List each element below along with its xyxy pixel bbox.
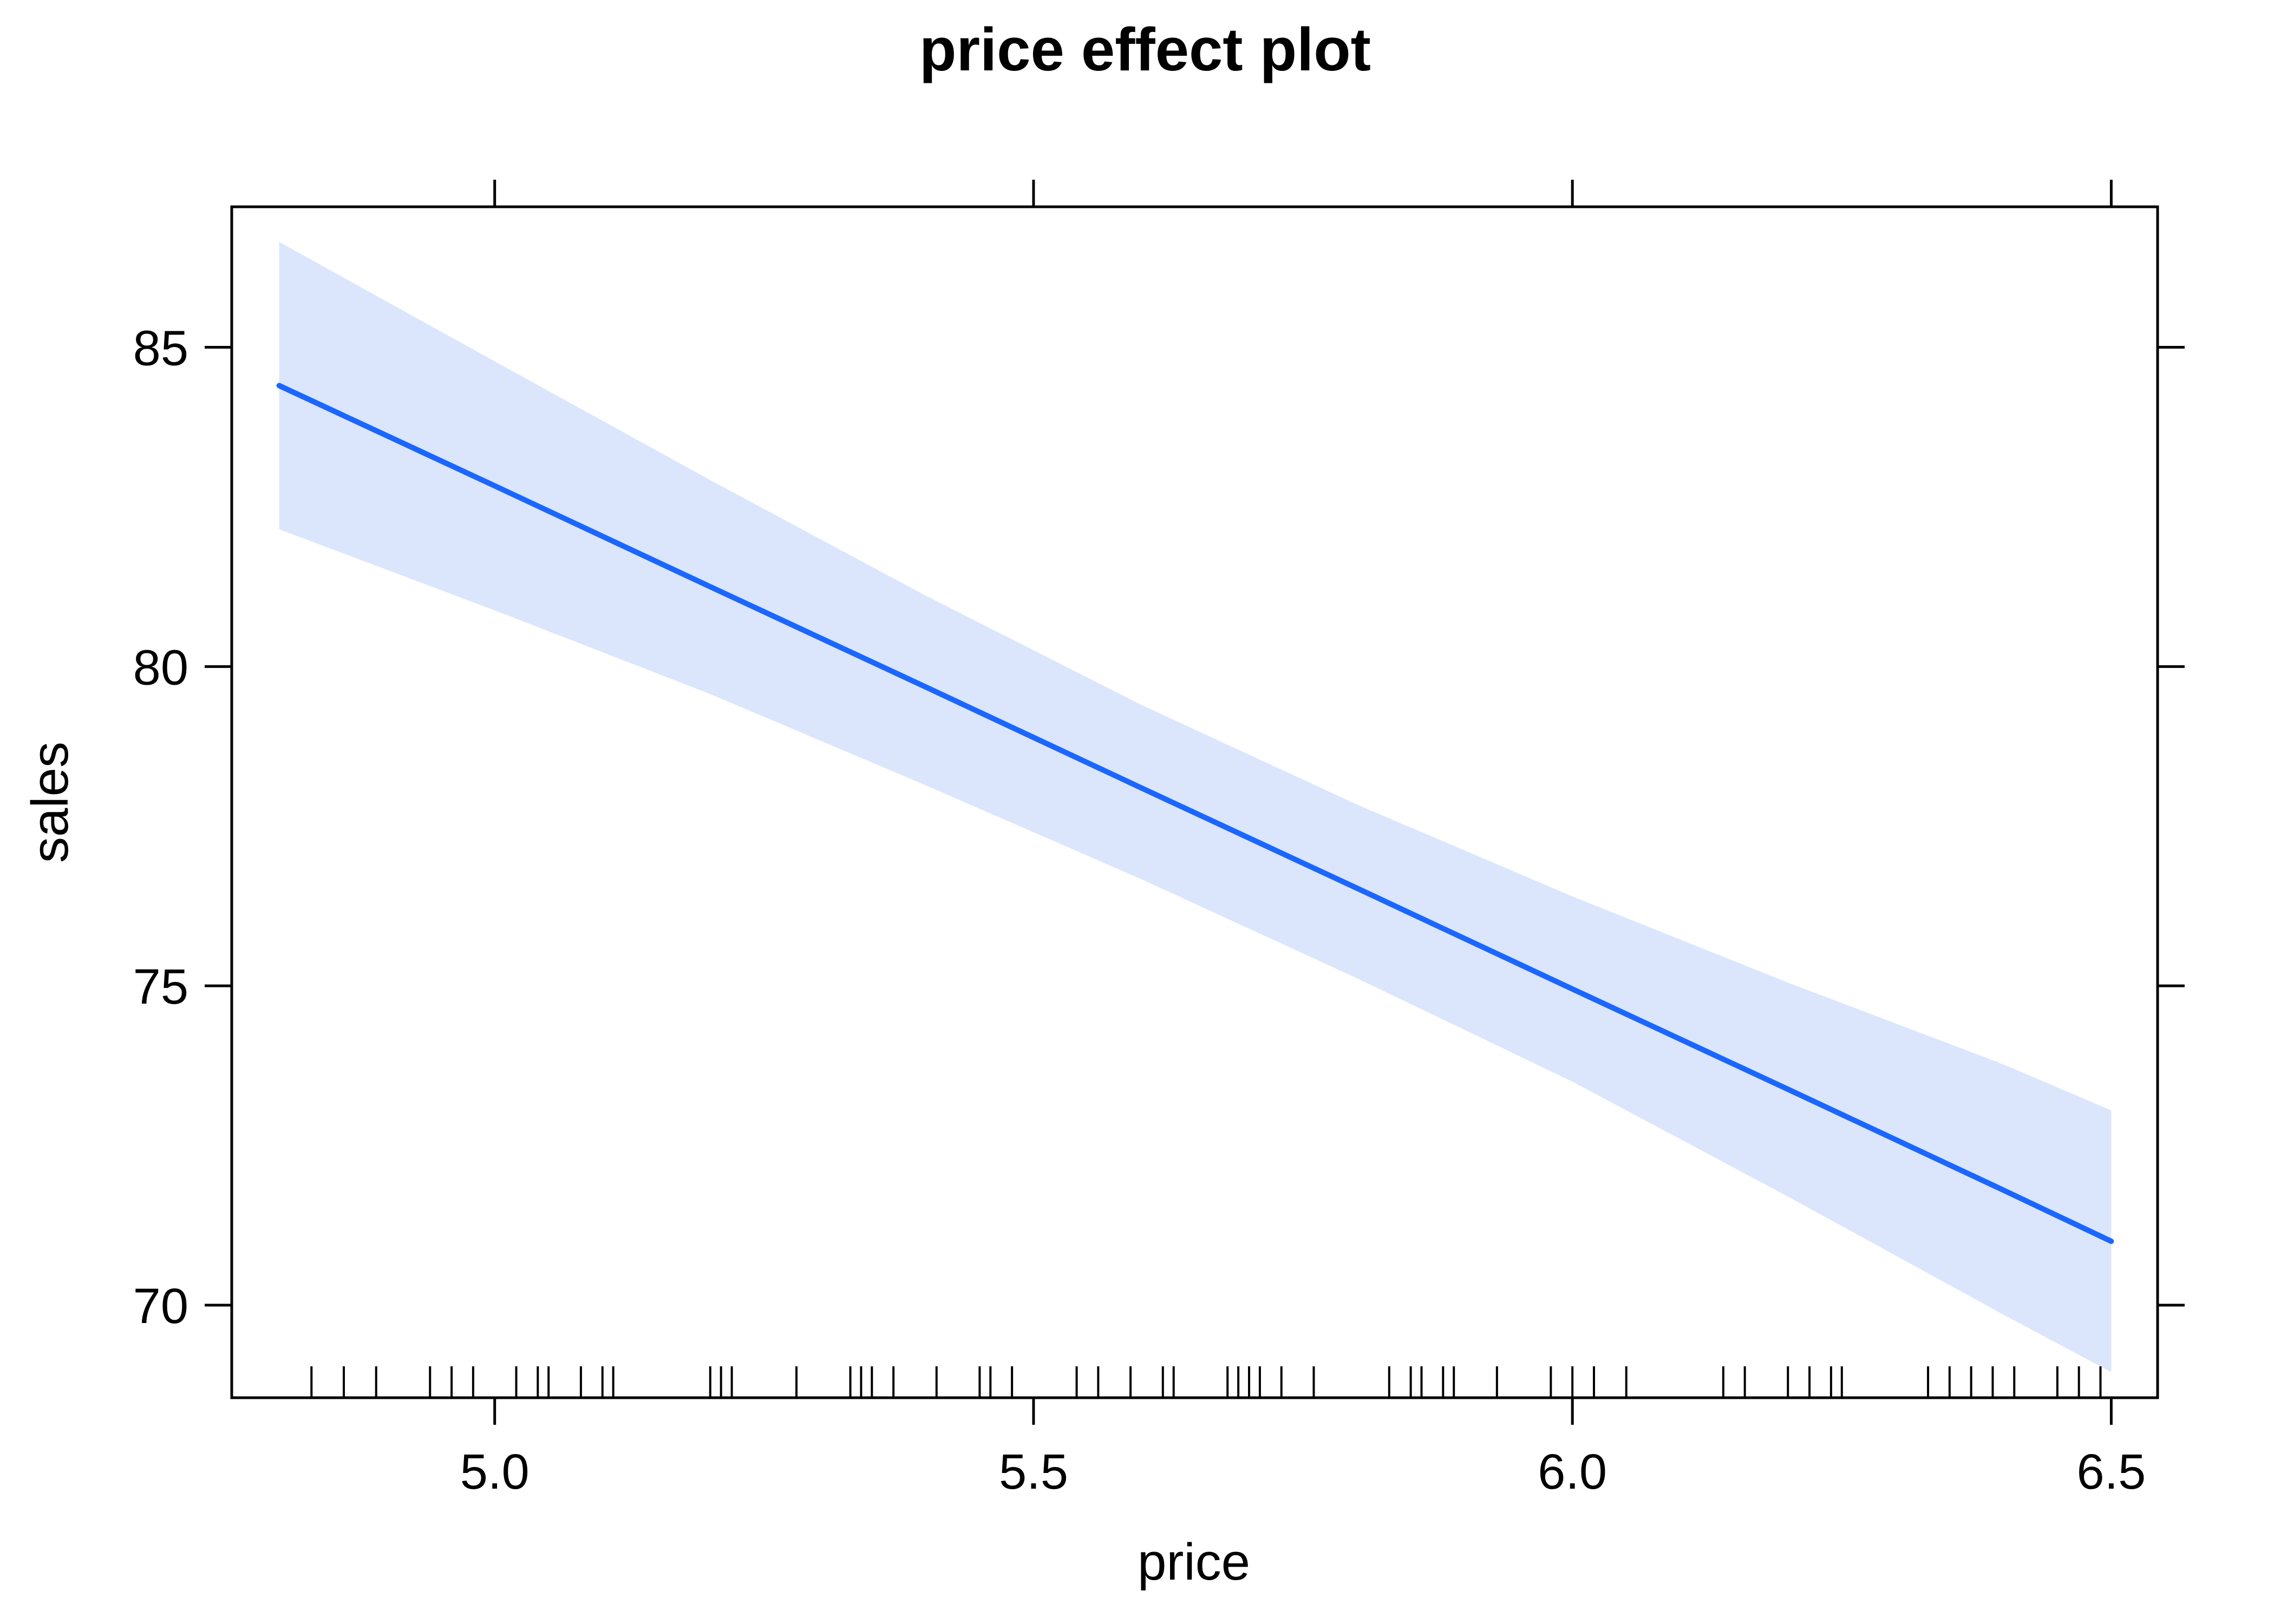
y-axis: 70 75 80 85 [133, 321, 2185, 1334]
x-tick-label: 6.0 [1538, 1444, 1607, 1499]
plot-frame [230, 205, 2159, 1399]
fit-line [276, 383, 2114, 1244]
x-axis: 5.0 5.5 6.0 6.5 [460, 180, 2146, 1499]
x-axis-label: price [1138, 1533, 1250, 1591]
y-tick-label: 75 [133, 959, 188, 1014]
y-tick-label: 80 [133, 640, 188, 695]
chart-title: price effect plot [919, 16, 1371, 83]
x-tick-label: 5.0 [460, 1444, 530, 1499]
confidence-band [279, 241, 2112, 1372]
y-tick-label: 70 [133, 1279, 188, 1334]
y-tick-label: 85 [133, 321, 188, 376]
x-tick-label: 5.5 [999, 1444, 1068, 1499]
plot-area [230, 205, 2159, 1399]
y-axis-label: sales [21, 742, 79, 863]
x-tick-label: 6.5 [2076, 1444, 2146, 1499]
